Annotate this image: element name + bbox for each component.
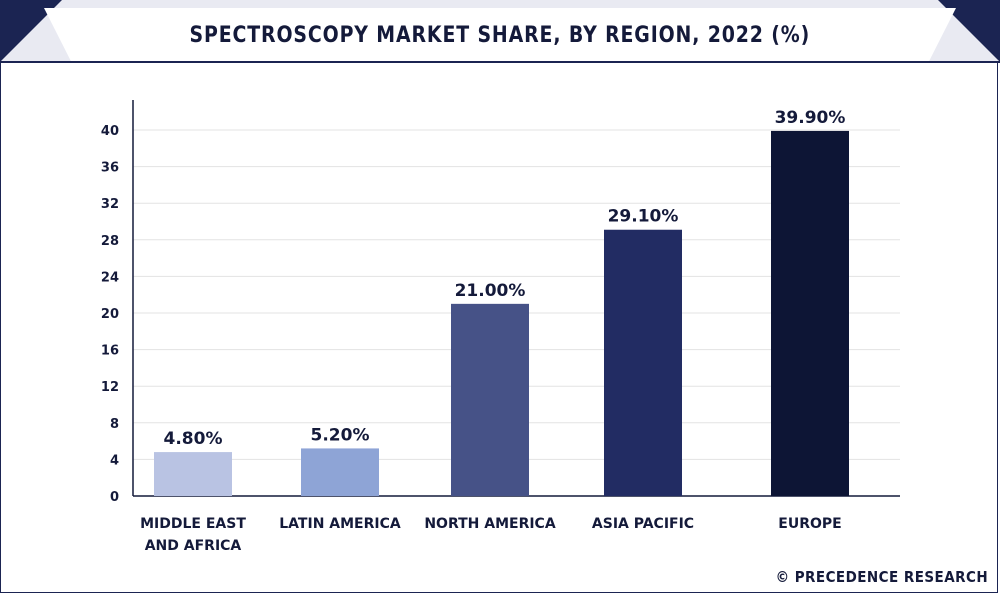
x-category-label: AND AFRICA — [145, 538, 242, 554]
data-label: 21.00% — [455, 281, 526, 301]
bars — [154, 130, 849, 497]
bar — [771, 130, 849, 497]
source-credit: © PRECEDENCE RESEARCH — [775, 568, 988, 586]
y-tick-label: 16 — [101, 344, 119, 359]
x-category-label: LATIN AMERICA — [279, 516, 401, 532]
y-tick-label: 8 — [110, 417, 119, 432]
x-category-label: EUROPE — [778, 516, 841, 532]
y-tick-label: 4 — [110, 453, 119, 468]
bar — [604, 229, 682, 497]
header-rule — [0, 61, 1000, 63]
x-category-label: MIDDLE EAST — [140, 516, 246, 532]
data-label: 39.90% — [775, 108, 846, 128]
y-tick-label: 20 — [101, 307, 119, 322]
x-category-label: ASIA PACIFIC — [592, 516, 694, 532]
bar — [301, 448, 379, 496]
data-label: 4.80% — [164, 429, 223, 449]
chart-title: SPECTROSCOPY MARKET SHARE, BY REGION, 20… — [189, 22, 811, 48]
title-box: SPECTROSCOPY MARKET SHARE, BY REGION, 20… — [44, 8, 956, 62]
x-axis: MIDDLE EAST AND AFRICA LATIN AMERICA NORTH … — [140, 516, 842, 554]
y-tick-label: 28 — [101, 234, 119, 249]
x-category-label: NORTH AMERICA — [424, 516, 556, 532]
data-label: 29.10% — [608, 207, 679, 227]
y-tick-label: 40 — [101, 124, 119, 139]
bar — [451, 303, 529, 496]
y-tick-label: 0 — [110, 490, 119, 505]
y-tick-label: 12 — [101, 380, 119, 395]
data-labels: 4.80% 5.20% 21.00% 29.10% 39.90% — [164, 108, 846, 449]
bar — [154, 452, 232, 496]
frame-border — [0, 62, 998, 593]
y-tick-label: 24 — [101, 270, 119, 285]
y-tick-label: 36 — [101, 161, 119, 176]
y-tick-label: 32 — [101, 197, 119, 212]
data-label: 5.20% — [311, 425, 370, 445]
